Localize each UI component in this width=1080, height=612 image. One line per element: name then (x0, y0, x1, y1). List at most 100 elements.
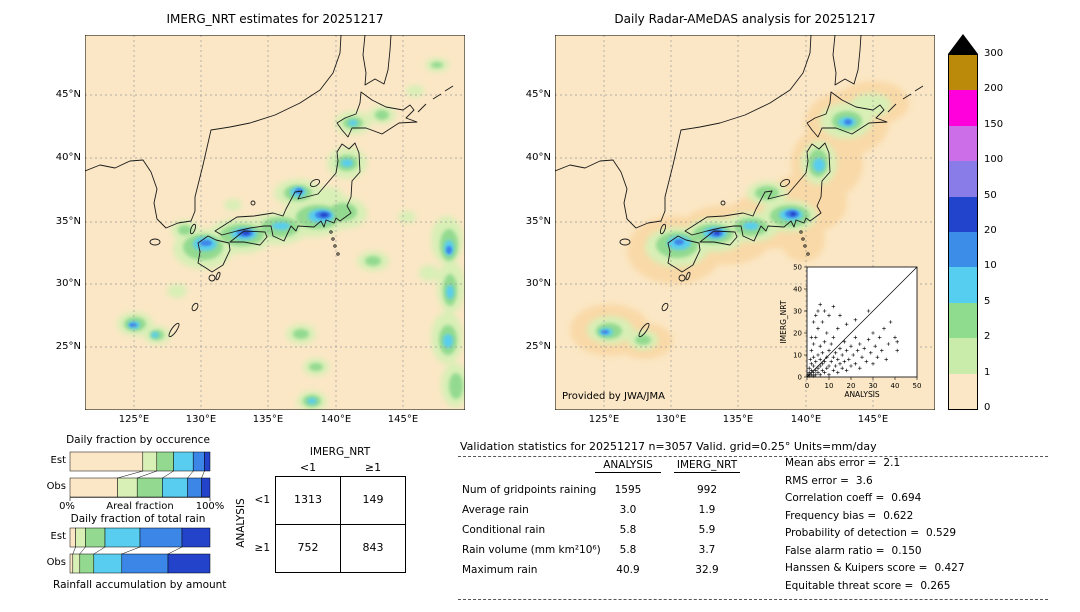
stat-label: Probability of detection = (785, 527, 920, 539)
coastlines (555, 35, 924, 338)
stat-value: 2.1 (883, 457, 901, 469)
radar-amedas-map: 00 10 10 20 20 30 30 40 40 50 50 ANALYSIS IMERG_NR… (555, 35, 935, 410)
stats-row-analysis: 1595 (614, 484, 642, 496)
stats-row-analysis: 5.8 (619, 544, 637, 556)
coastlines (85, 35, 454, 338)
colorbar-segment (949, 373, 977, 410)
stat-value: 3.6 (855, 475, 873, 487)
stat-line: Probability of detection = 0.529 (785, 527, 956, 539)
stats-row-analysis: 3.0 (619, 504, 637, 516)
colorbar-tick-label: 10 (984, 260, 997, 272)
stats-row-analysis: 40.9 (616, 564, 640, 576)
left-map-ytick-1: 40°N (55, 152, 81, 163)
stats-col-imerg: IMERG_NRT (674, 459, 740, 474)
colorbar-tick-label: 2 (984, 331, 991, 343)
left-map-ytick-0: 45°N (55, 89, 81, 100)
inset-xlabel: ANALYSIS (844, 390, 880, 399)
stats-divider-bottom (458, 599, 1048, 600)
stat-value: 0.694 (891, 492, 922, 504)
right-map-ytick-0: 45°N (525, 89, 551, 100)
stats-row-imerg: 992 (696, 484, 718, 496)
occurrence-obs-label: Obs (46, 481, 66, 492)
contingency-col-label-1: ≥1 (364, 461, 382, 474)
gridlines (85, 35, 465, 410)
right-map-xtick-1: 130°E (655, 414, 687, 425)
colorbar-segment (949, 55, 977, 91)
total-rain-obs-label: Obs (46, 557, 66, 568)
colorbar-tick-label: 20 (984, 225, 997, 236)
colorbar-overflow-triangle (948, 34, 978, 54)
contingency-row-label-0: <1 (254, 494, 270, 506)
total-rain-chart (69, 527, 211, 574)
colorbar-tick-label: 50 (984, 189, 997, 201)
right-map-ytick-4: 25°N (525, 341, 551, 352)
colorbar-segment (949, 267, 977, 303)
colorbar-tick-label: 1 (984, 366, 991, 378)
colorbar-segment (949, 302, 977, 339)
right-map-xtick-2: 135°E (722, 414, 754, 425)
areal-fraction-label: Areal fraction (106, 501, 174, 512)
colorbar-segment (949, 338, 977, 374)
left-map-xtick-2: 135°E (252, 414, 284, 425)
precipitation-field (570, 81, 909, 359)
stat-line: Equitable threat score = 0.265 (785, 580, 950, 592)
stat-label: Frequency bias = (785, 510, 877, 522)
colorbar-tick-label: 5 (984, 295, 991, 307)
stat-label: Hanssen & Kuipers score = (785, 562, 928, 574)
contingency-cell-10: 752 (297, 541, 319, 554)
stat-label: RMS error = (785, 475, 849, 487)
contingency-col-group: IMERG_NRT (309, 446, 371, 458)
occurrence-chart (69, 451, 211, 501)
contingency-cell-11: 843 (362, 541, 384, 554)
left-map-xtick-0: 125°E (118, 414, 150, 425)
inset-xtick-label: 10 (825, 382, 834, 390)
occurrence-chart-title: Daily fraction by occurence (66, 434, 210, 446)
imerg-map (85, 35, 465, 410)
one-to-one-line (806, 266, 918, 378)
stats-col-analysis: ANALYSIS (595, 459, 661, 474)
stats-title: Validation statistics for 20251217 n=305… (460, 440, 877, 453)
inset-xtick-label: 40 (891, 382, 900, 390)
colorbar-labels: 300 200 150 100 50 20 10 5 2 1 0 (948, 34, 1048, 434)
right-map-ytick-3: 30°N (525, 278, 551, 289)
right-map-xtick-0: 125°E (588, 414, 620, 425)
stat-line: Mean abs error = 2.1 (785, 457, 900, 469)
contingency-cell-01: 149 (362, 493, 384, 506)
inset-ytick-label: 50 (793, 264, 802, 272)
stat-line: Frequency bias = 0.622 (785, 510, 913, 522)
inset-ytick-label: 10 (793, 352, 802, 360)
inset-ylabel: IMERG_NRT (779, 300, 788, 343)
total-rain-chart-title: Daily fraction of total rain (70, 513, 206, 525)
inset-ytick-label: 40 (793, 286, 802, 294)
areal-fraction-100: 100% (195, 501, 225, 512)
scatter-points (806, 302, 899, 378)
occurrence-est-label: Est (50, 455, 66, 466)
colorbar: 300 200 150 100 50 20 10 5 2 1 0 (948, 34, 1048, 434)
contingency-cell-00: 1313 (294, 493, 322, 506)
left-map-ytick-3: 30°N (55, 278, 81, 289)
stats-row-label: Rain volume (mm km²10⁶) (462, 544, 601, 556)
stat-label: Correlation coeff = (785, 492, 885, 504)
contingency-hline (275, 524, 406, 525)
colorbar-segment (949, 232, 977, 268)
stats-row-label: Conditional rain (462, 524, 546, 536)
left-map-xtick-3: 140°E (320, 414, 352, 425)
stats-row-label: Maximum rain (462, 564, 538, 576)
stat-label: False alarm ratio = (785, 545, 885, 557)
stat-value: 0.427 (934, 562, 965, 574)
inset-ytick-label: 30 (793, 308, 802, 316)
colorbar-bar (948, 54, 978, 410)
inset-xtick-label: 0 (805, 382, 809, 390)
right-map-xtick-4: 145°E (857, 414, 889, 425)
stat-line: RMS error = 3.6 (785, 475, 873, 487)
contingency-col-label-0: <1 (299, 461, 317, 474)
colorbar-segment (949, 196, 977, 233)
inset-xtick-label: 50 (913, 382, 922, 390)
left-map-ytick-4: 25°N (55, 341, 81, 352)
total-rain-est-label: Est (50, 531, 66, 542)
colorbar-tick-label: 200 (984, 83, 1004, 95)
inset-xtick-label: 20 (847, 382, 856, 390)
rainfall-accumulation-label: Rainfall accumulation by amount (53, 579, 227, 591)
stats-divider-top (458, 456, 1048, 457)
